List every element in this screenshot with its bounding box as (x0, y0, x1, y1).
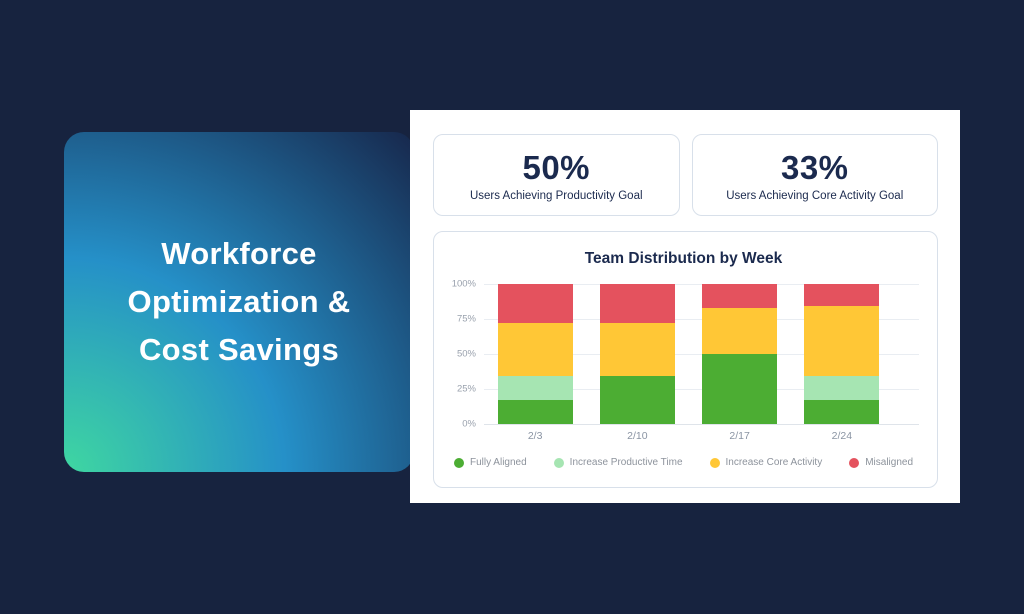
stat-value-productivity: 50% (522, 148, 591, 186)
bar-segment-fully-aligned (497, 400, 573, 424)
x-axis-label: 2/24 (831, 430, 853, 442)
bar-segment-fully-aligned (702, 354, 778, 424)
stats-row: 50% Users Achieving Productivity Goal 33… (433, 134, 938, 216)
legend-dot-icon (553, 457, 564, 468)
bar-segment-misaligned (702, 284, 778, 308)
bar-segment-increase-core-activity (497, 323, 573, 377)
x-axis: 2/3 2/10 2/17 2/24 (484, 430, 893, 442)
y-tick-label: 25% (456, 383, 476, 395)
gridline (484, 388, 919, 390)
bar-segment-increase-core-activity (599, 323, 675, 377)
dashboard-panel: 50% Users Achieving Productivity Goal 33… (410, 110, 960, 503)
bar-segment-increase-core-activity (702, 307, 778, 354)
stacked-bar-2-24 (804, 284, 880, 424)
legend-item-increase-productive-time: Increase Productive Time (553, 457, 683, 468)
stat-label-core-activity: Users Achieving Core Activity Goal (726, 189, 904, 202)
hero-card: Workforce Optimization & Cost Savings (64, 132, 414, 472)
bar-segment-increase-core-activity (804, 306, 880, 377)
bar-segment-increase-productive-time (804, 376, 880, 401)
stat-label-productivity: Users Achieving Productivity Goal (469, 189, 643, 202)
legend-dot-icon (453, 457, 464, 468)
y-tick-label: 0% (462, 418, 476, 430)
legend-dot-icon (849, 457, 860, 468)
y-tick-label: 50% (456, 348, 476, 360)
bar-segment-misaligned (804, 284, 880, 307)
y-tick-label: 100% (451, 278, 476, 290)
hero-title-line-2: Optimization & (127, 284, 351, 319)
bar-segment-misaligned (599, 284, 675, 324)
chart-title: Team Distribution by Week (584, 250, 783, 267)
stat-card-productivity-goal: 50% Users Achieving Productivity Goal (433, 134, 680, 216)
gridline (484, 353, 919, 355)
bar-segment-increase-productive-time (497, 376, 573, 401)
chart-card: Team Distribution by Week 100% 75% 50% 25% 0… (433, 231, 938, 488)
x-axis-label: 2/10 (627, 430, 648, 442)
stacked-bar-2-10 (599, 284, 675, 424)
legend-item-label: Fully Aligned (469, 457, 527, 468)
bar-segment-misaligned (497, 284, 573, 324)
bar-group (484, 284, 893, 424)
stat-value-core-activity: 33% (780, 148, 849, 186)
y-axis: 100% 75% 50% 25% 0% (448, 279, 484, 430)
y-tick-label: 75% (456, 313, 476, 325)
gridline (484, 318, 919, 320)
hero-title-line-3: Cost Savings (139, 332, 339, 367)
gridline (484, 283, 919, 285)
stat-card-core-activity-goal: 33% Users Achieving Core Activity Goal (691, 134, 938, 216)
plot-area (484, 283, 919, 425)
chart-legend: Fully Aligned Increase Productive Time Inc… (448, 457, 919, 468)
hero-title: Workforce Optimization & Cost Savings (128, 230, 351, 374)
legend-item-fully-aligned: Fully Aligned (453, 457, 527, 468)
legend-item-label: Increase Productive Time (569, 457, 683, 468)
legend-item-misaligned: Misaligned (849, 457, 913, 468)
bar-segment-fully-aligned (804, 400, 880, 424)
legend-item-increase-core-activity: Increase Core Activity (709, 457, 823, 468)
x-axis-label: 2/17 (729, 430, 750, 442)
hero-title-line-1: Workforce (161, 236, 317, 271)
legend-dot-icon (709, 457, 720, 468)
chart-area: 100% 75% 50% 25% 0% (448, 279, 919, 430)
stacked-bar-2-17 (702, 284, 778, 424)
legend-item-label: Increase Core Activity (725, 457, 823, 468)
legend-item-label: Misaligned (865, 457, 914, 468)
gridline (484, 423, 919, 425)
bar-segment-fully-aligned (599, 376, 675, 424)
x-axis-label: 2/3 (527, 430, 543, 442)
stacked-bar-2-3 (497, 284, 573, 424)
